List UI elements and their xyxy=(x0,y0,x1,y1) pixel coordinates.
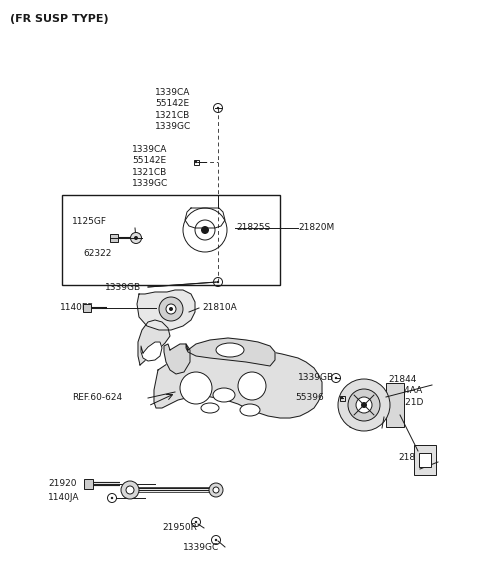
Text: 21920: 21920 xyxy=(48,479,76,488)
Circle shape xyxy=(238,372,266,400)
Text: 1339CA
55142E
1321CB
1339GC: 1339CA 55142E 1321CB 1339GC xyxy=(132,145,168,188)
Circle shape xyxy=(131,233,142,244)
Bar xyxy=(386,383,404,427)
Text: 1140JA: 1140JA xyxy=(48,494,80,502)
Circle shape xyxy=(215,539,217,541)
Text: 21810A: 21810A xyxy=(202,304,237,313)
Ellipse shape xyxy=(240,404,260,416)
Circle shape xyxy=(201,226,209,234)
Polygon shape xyxy=(186,338,275,366)
Circle shape xyxy=(169,307,173,311)
Text: 21844
1124AA
21821D: 21844 1124AA 21821D xyxy=(388,375,423,407)
Bar xyxy=(110,234,118,242)
Text: 62322: 62322 xyxy=(83,249,111,259)
Text: 1140EF: 1140EF xyxy=(60,304,94,313)
Text: 1339GB: 1339GB xyxy=(105,282,141,291)
Circle shape xyxy=(126,486,134,494)
Bar xyxy=(83,304,91,312)
Text: (FR SUSP TYPE): (FR SUSP TYPE) xyxy=(10,14,108,24)
Circle shape xyxy=(217,281,219,283)
Text: 55396: 55396 xyxy=(295,392,324,401)
Circle shape xyxy=(195,521,197,523)
Polygon shape xyxy=(141,342,162,361)
Circle shape xyxy=(217,107,219,109)
Text: REF.60-624: REF.60-624 xyxy=(72,393,122,403)
Text: 1339GB: 1339GB xyxy=(298,373,334,382)
Circle shape xyxy=(134,236,138,240)
Polygon shape xyxy=(138,320,170,365)
Text: 1339CA
55142E
1321CB
1339GC: 1339CA 55142E 1321CB 1339GC xyxy=(155,88,191,131)
Circle shape xyxy=(348,389,380,421)
Text: 21825S: 21825S xyxy=(236,223,270,233)
Circle shape xyxy=(209,483,223,497)
Polygon shape xyxy=(154,343,322,418)
Polygon shape xyxy=(164,344,190,374)
Circle shape xyxy=(180,372,212,404)
Text: 21830: 21830 xyxy=(348,420,377,430)
Circle shape xyxy=(356,397,372,413)
Text: 21950R: 21950R xyxy=(162,524,197,532)
Bar xyxy=(414,445,436,475)
Bar xyxy=(62,195,280,285)
Circle shape xyxy=(121,481,139,499)
Circle shape xyxy=(159,297,183,321)
Text: 1339GC: 1339GC xyxy=(183,543,219,551)
Bar xyxy=(84,479,93,489)
Ellipse shape xyxy=(213,388,235,402)
Text: 21880E: 21880E xyxy=(398,453,432,463)
Circle shape xyxy=(361,402,367,408)
Circle shape xyxy=(335,377,337,379)
Circle shape xyxy=(111,497,113,499)
Polygon shape xyxy=(137,290,195,330)
Circle shape xyxy=(213,487,219,493)
Ellipse shape xyxy=(216,343,244,357)
Circle shape xyxy=(195,161,197,163)
Circle shape xyxy=(338,379,390,431)
Bar xyxy=(193,160,199,165)
Ellipse shape xyxy=(201,403,219,413)
Bar xyxy=(339,396,345,400)
Text: 21820M: 21820M xyxy=(298,223,334,233)
Circle shape xyxy=(341,397,343,399)
Bar xyxy=(419,453,431,467)
Circle shape xyxy=(166,304,176,314)
Text: 1125GF: 1125GF xyxy=(72,218,107,226)
